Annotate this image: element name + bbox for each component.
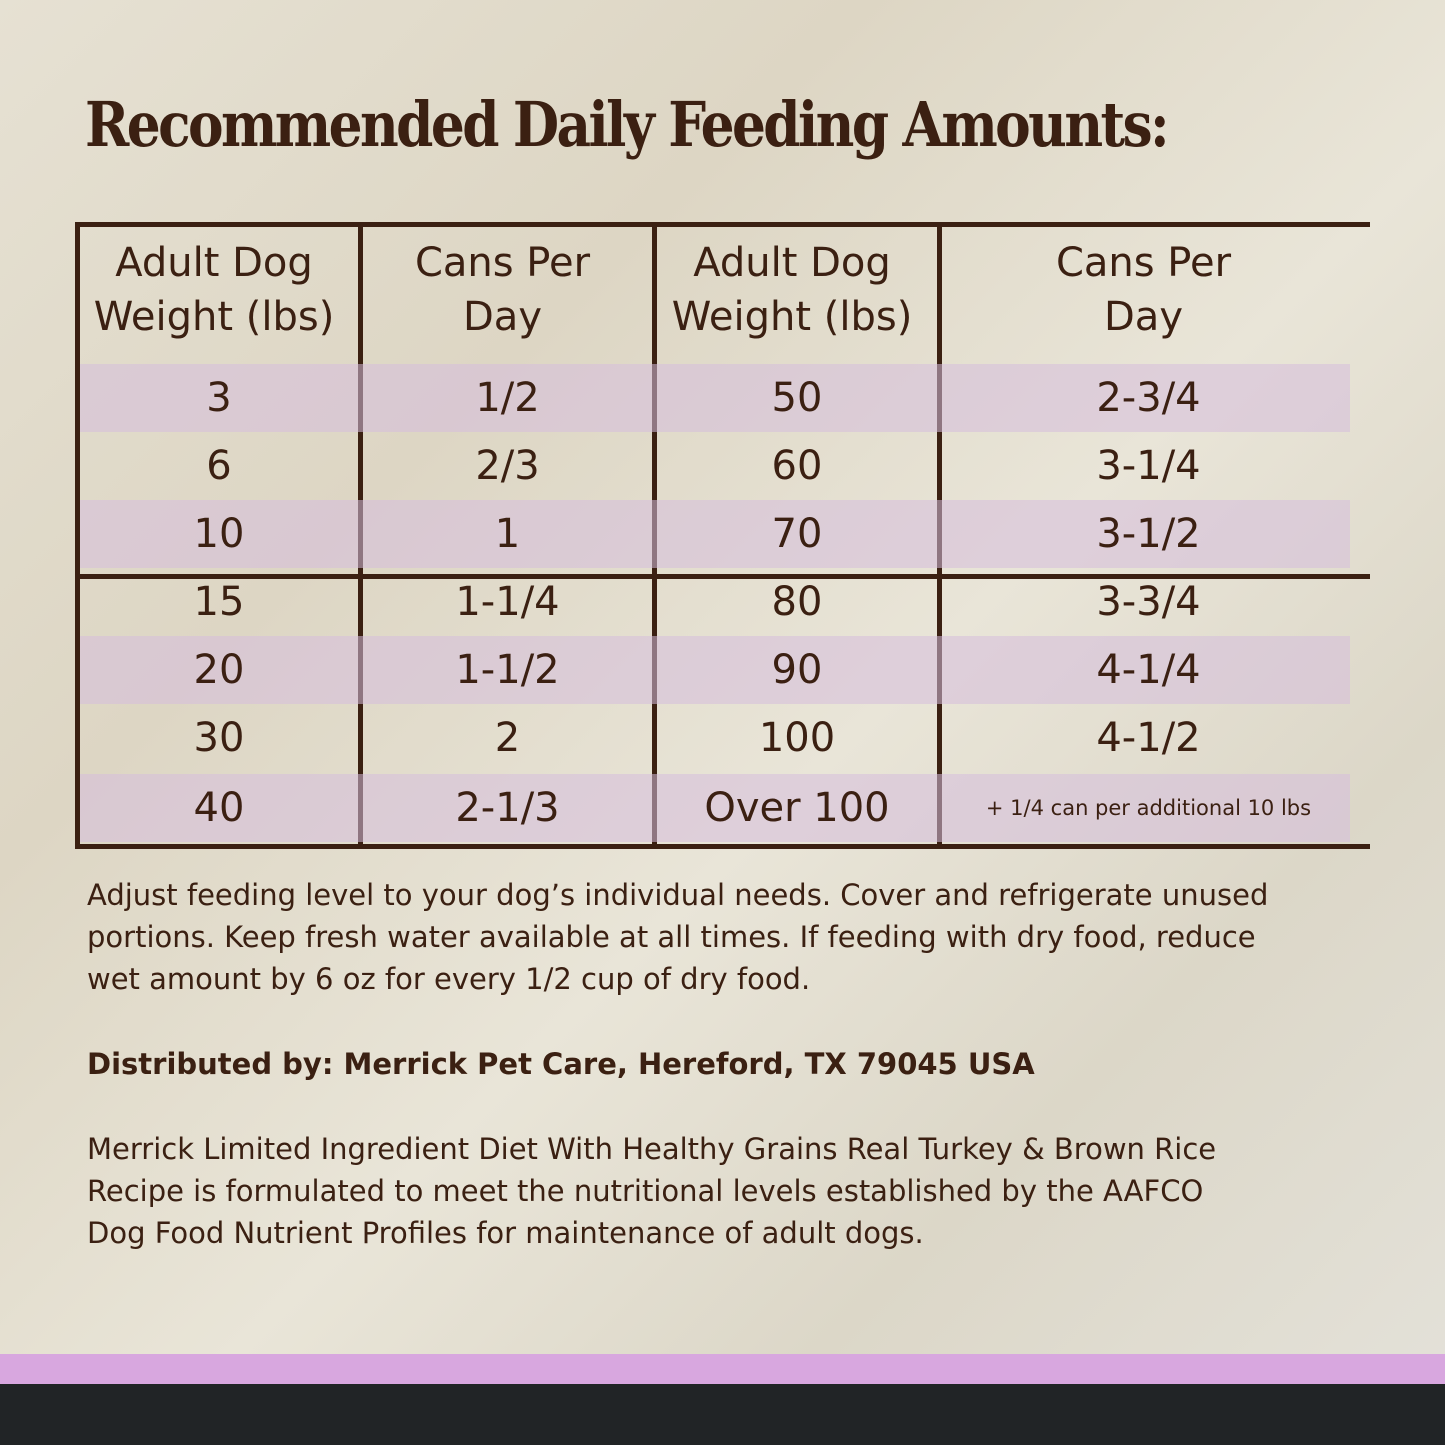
table-row: 3 1/2 50 2-3/4 [80,364,1350,432]
table-row: 40 2-1/3 Over 100 + 1/4 can per additional … [80,774,1350,842]
table-divider [75,222,1370,227]
column-divider [75,222,80,849]
table-row: 30 2 100 4-1/2 [193,715,1201,761]
table-row: 10 1 70 3-1/2 [80,500,1350,568]
feeding-instructions: Adjust feeding level to your dog’s indiv… [87,878,1269,996]
header-weight: Adult Dog Weight (lbs) [671,240,913,340]
table-row: 20 1-1/2 90 4-1/4 [80,636,1350,704]
distributor-line: Distributed by: Merrick Pet Care, Herefo… [87,1047,1035,1081]
header-cans: Cans Per Day [1055,240,1232,340]
footer-bar [0,1384,1445,1445]
accent-band [0,1354,1445,1384]
header-cans: Cans Per Day [414,240,591,340]
table-divider [75,574,1370,579]
header-weight: Adult Dog Weight (lbs) [93,240,335,340]
table-divider [75,844,1370,849]
table-row: 6 2/3 60 3-1/4 [206,443,1201,489]
table-row: 15 1-1/4 80 3-3/4 [193,579,1201,625]
page-title: Recommended Daily Feeding Amounts: [85,88,1170,161]
aafco-statement: Merrick Limited Ingredient Diet With Hea… [87,1132,1217,1250]
